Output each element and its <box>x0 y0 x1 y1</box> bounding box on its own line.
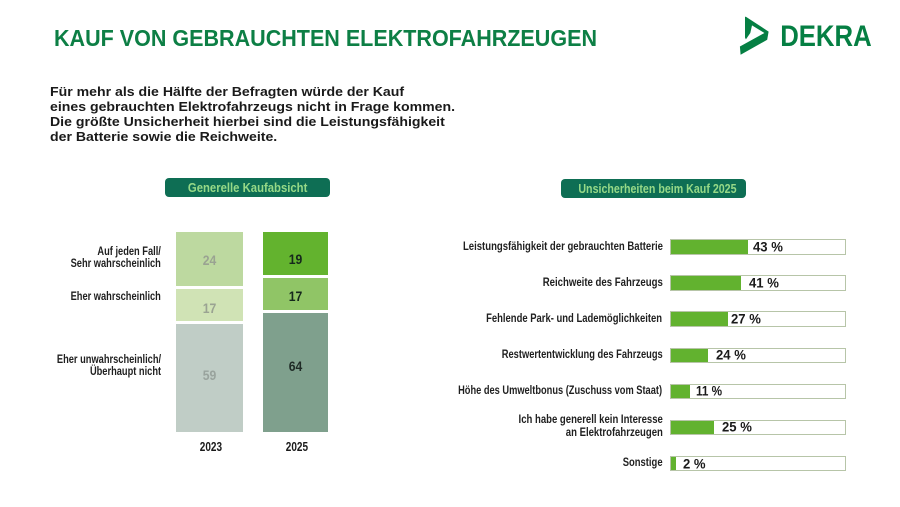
svg-text:DEKRA: DEKRA <box>780 20 872 53</box>
